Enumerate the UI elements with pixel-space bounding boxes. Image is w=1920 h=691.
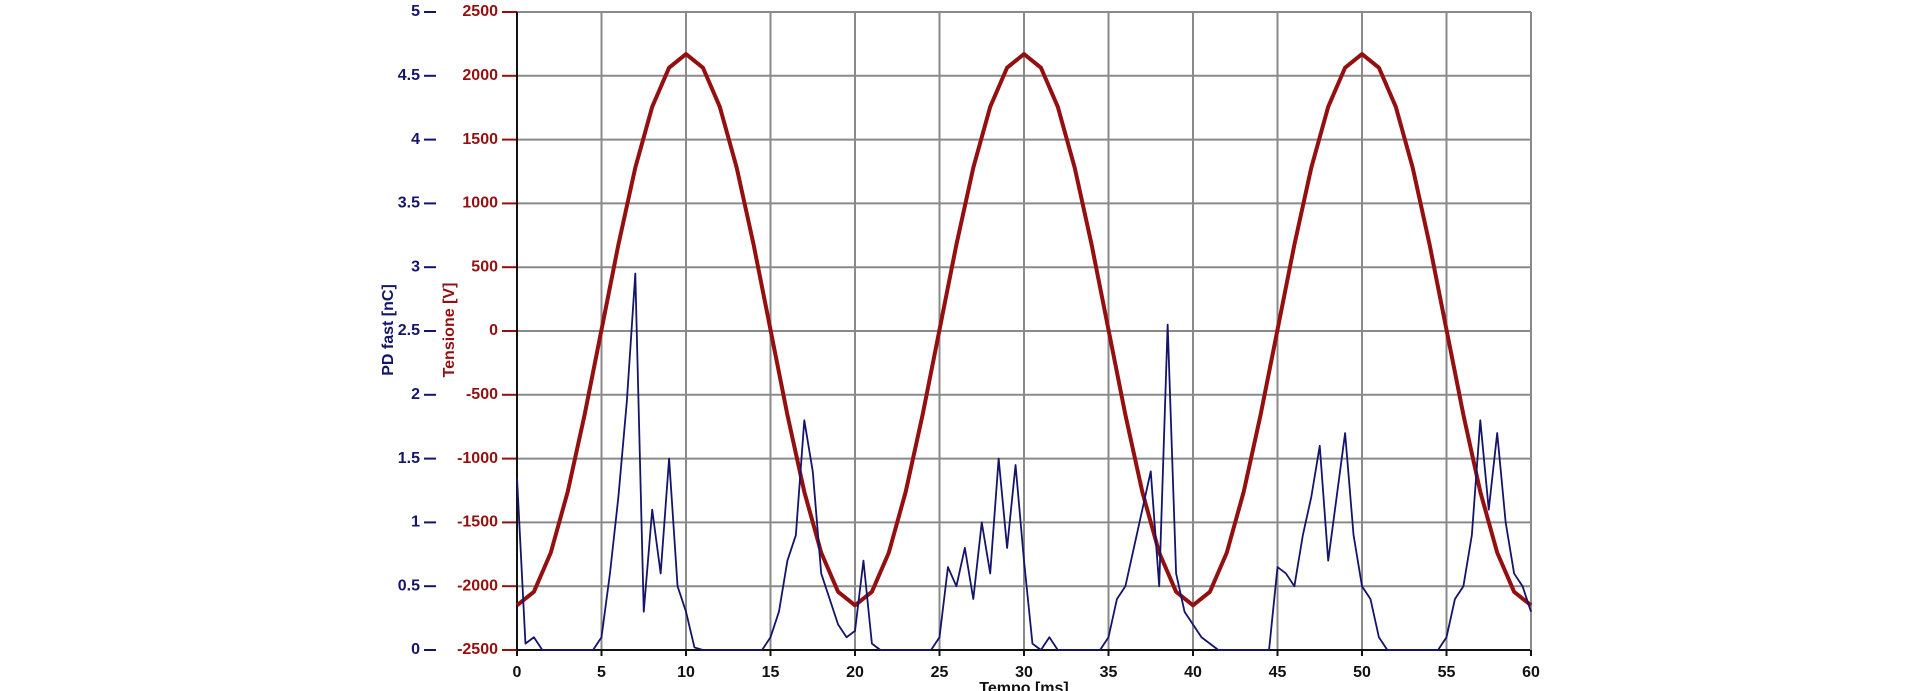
y-tick-label: 3 (411, 258, 420, 275)
y-tick-label: 3.5 (398, 195, 420, 212)
y-axis-label: PD fast [nC] (380, 284, 397, 376)
x-tick-label: 10 (677, 664, 695, 681)
y2-tick-label: -1500 (457, 514, 498, 531)
y2-tick-label: -2500 (457, 641, 498, 658)
x-tick-label: 40 (1184, 664, 1202, 681)
y2-tick-label: -500 (466, 386, 498, 403)
x-tick-label: 45 (1269, 664, 1287, 681)
series-line (516, 272, 1532, 651)
y-tick-label: 4 (411, 131, 420, 148)
x-tick-label: 25 (931, 664, 949, 681)
y2-tick-label: 500 (471, 258, 498, 275)
x-tick-label: 35 (1100, 664, 1118, 681)
x-tick-label: 50 (1353, 664, 1371, 681)
y-tick-label: 0.5 (398, 577, 420, 594)
y-tick-label: 5 (411, 3, 420, 20)
y2-tick-label: 0 (489, 322, 498, 339)
y2-tick-label: 2500 (462, 3, 498, 20)
x-tick-label: 15 (762, 664, 780, 681)
x-tick-label: 0 (513, 664, 522, 681)
y-tick-label: 2 (411, 386, 420, 403)
y-tick-label: 4.5 (398, 67, 420, 84)
y-tick-label: 1.5 (398, 450, 420, 467)
y2-tick-label: 2000 (462, 67, 498, 84)
y2-tick-label: 1500 (462, 131, 498, 148)
y2-axis-label: Tensione [V] (441, 283, 458, 378)
x-tick-label: 20 (846, 664, 864, 681)
y2-tick-label: 1000 (462, 195, 498, 212)
y-tick-label: 0 (411, 641, 420, 658)
series-line (515, 52, 1533, 608)
y2-tick-label: -1000 (457, 450, 498, 467)
y2-tick-label: -2000 (457, 577, 498, 594)
x-axis-label: Tempo [ms] (979, 680, 1068, 691)
x-tick-label: 30 (1015, 664, 1033, 681)
x-tick-label: 55 (1438, 664, 1456, 681)
x-tick-label: 5 (597, 664, 606, 681)
x-tick-label: 60 (1522, 664, 1540, 681)
y-tick-label: 2.5 (398, 322, 420, 339)
y-tick-label: 1 (411, 514, 420, 531)
